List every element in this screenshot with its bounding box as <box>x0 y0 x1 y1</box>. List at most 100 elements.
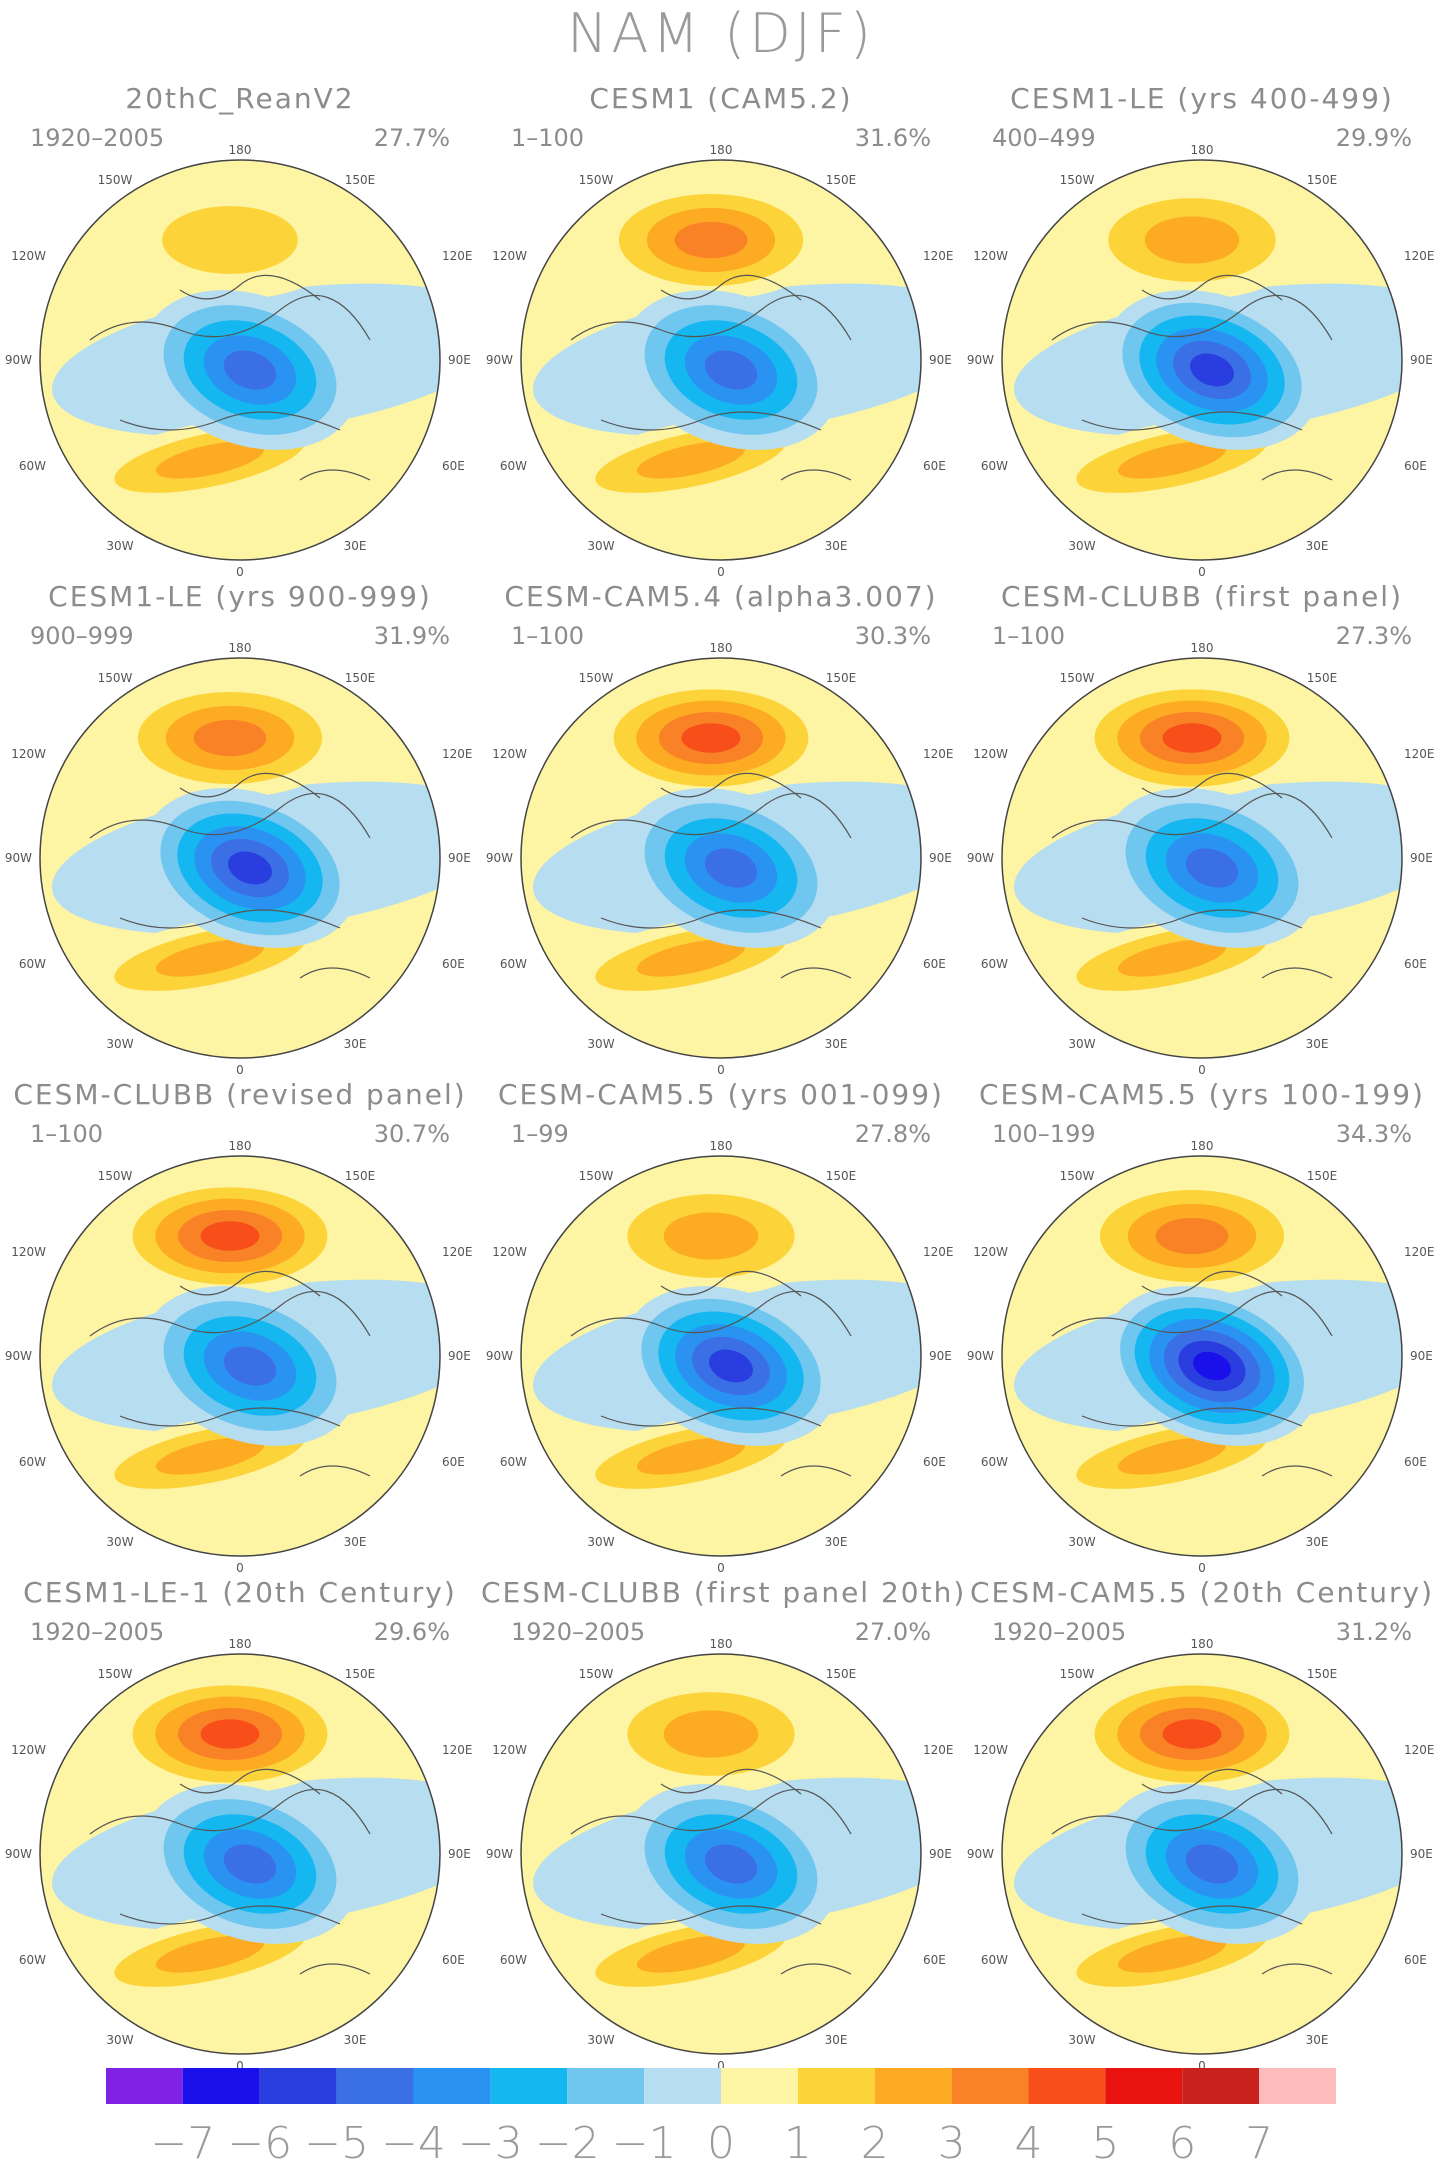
longitude-label: 90E <box>1410 851 1433 865</box>
panel-years: 1920–2005 <box>30 124 165 152</box>
longitude-label: 90E <box>929 1847 952 1861</box>
longitude-label: 30W <box>587 1535 614 1549</box>
longitude-label: 180 <box>1191 1637 1214 1651</box>
longitude-label: 150E <box>826 671 857 685</box>
colorbar-tick-label: −3 <box>457 2118 523 2169</box>
figure-title: NAM (DJF) <box>567 2 875 65</box>
longitude-label: 120W <box>973 1245 1008 1259</box>
map-panel: 180 150W 150E 120W 120E 90W 90E 60W 60E 30W 30E 0 CE… <box>0 1078 480 1578</box>
colorbar-tick-label: −5 <box>304 2118 370 2169</box>
longitude-label: 0 <box>236 2059 244 2073</box>
longitude-label: 150E <box>345 1667 376 1681</box>
panel-percent: 30.7% <box>373 1120 450 1148</box>
longitude-label: 120E <box>1404 249 1435 263</box>
longitude-label: 180 <box>1191 641 1214 655</box>
longitude-label: 150W <box>98 671 133 685</box>
map-panel: 180 150W 150E 120W 120E 90W 90E 60W 60E 30W 30E 0 CE… <box>962 1576 1442 2076</box>
longitude-label: 30E <box>1306 1037 1329 1051</box>
longitude-label: 60W <box>500 459 527 473</box>
longitude-label: 150E <box>1307 1667 1338 1681</box>
polar-map-icon: 180 150W 150E 120W 120E 90W 90E 60W 60E 30W 30E 0 <box>486 1139 954 1575</box>
panel-title: CESM1 (CAM5.2) <box>589 82 853 115</box>
polar-map-icon: 180 150W 150E 120W 120E 90W 90E 60W 60E 30W 30E 0 <box>5 143 473 579</box>
colorbar-tick-label: −2 <box>534 2118 600 2169</box>
longitude-label: 60W <box>500 957 527 971</box>
longitude-label: 150W <box>1060 671 1095 685</box>
longitude-label: 30E <box>344 539 367 553</box>
longitude-label: 30E <box>825 1535 848 1549</box>
longitude-label: 0 <box>717 1063 725 1077</box>
panel-percent: 31.9% <box>373 622 450 650</box>
colorbar-tick-label: 1 <box>783 2118 812 2169</box>
longitude-label: 30E <box>1306 2033 1329 2047</box>
colorbar-tick-label: −7 <box>150 2118 216 2169</box>
coastline-icon <box>89 1270 371 1477</box>
coastline-icon <box>89 274 371 481</box>
longitude-label: 150E <box>345 671 376 685</box>
longitude-label: 0 <box>1198 1561 1206 1575</box>
longitude-label: 30E <box>825 2033 848 2047</box>
longitude-label: 90W <box>967 353 994 367</box>
longitude-label: 90W <box>486 851 513 865</box>
panel-years: 1–99 <box>511 1120 569 1148</box>
polar-map-icon: 180 150W 150E 120W 120E 90W 90E 60W 60E 30W 30E 0 <box>5 641 473 1077</box>
panel-years: 1–100 <box>511 622 585 650</box>
panel-percent: 29.6% <box>373 1618 450 1646</box>
panel-percent: 27.0% <box>854 1618 931 1646</box>
longitude-label: 120E <box>1404 1743 1435 1757</box>
longitude-label: 90W <box>486 1847 513 1861</box>
longitude-label: 30E <box>344 2033 367 2047</box>
panel-percent: 27.7% <box>373 124 450 152</box>
longitude-label: 60E <box>923 1455 946 1469</box>
longitude-label: 120E <box>923 249 954 263</box>
longitude-label: 150W <box>98 173 133 187</box>
longitude-label: 0 <box>1198 1063 1206 1077</box>
longitude-label: 30E <box>825 1037 848 1051</box>
longitude-label: 60E <box>923 1953 946 1967</box>
coastline-icon <box>570 1270 852 1477</box>
panel-years: 100–199 <box>992 1120 1096 1148</box>
colorbar-segment <box>874 2068 952 2104</box>
panel-percent: 31.2% <box>1335 1618 1412 1646</box>
coastline-icon <box>1051 1270 1333 1477</box>
longitude-label: 60W <box>981 459 1008 473</box>
longitude-label: 60E <box>923 957 946 971</box>
colorbar-tick-label: −1 <box>611 2118 677 2169</box>
longitude-label: 120E <box>442 1743 473 1757</box>
panel-years: 1920–2005 <box>992 1618 1127 1646</box>
longitude-label: 180 <box>229 143 252 157</box>
longitude-label: 120W <box>973 249 1008 263</box>
panel-title: CESM-CLUBB (revised panel) <box>13 1078 467 1111</box>
longitude-label: 0 <box>236 1561 244 1575</box>
longitude-label: 90E <box>448 1349 471 1363</box>
longitude-label: 0 <box>1198 565 1206 579</box>
colorbar-segment <box>1182 2068 1260 2104</box>
longitude-label: 60E <box>1404 1455 1427 1469</box>
longitude-label: 0 <box>1198 2059 1206 2073</box>
colorbar-tick-label: 2 <box>860 2118 889 2169</box>
coastline-icon <box>570 1768 852 1975</box>
panel-years: 1920–2005 <box>30 1618 165 1646</box>
longitude-label: 30W <box>106 1535 133 1549</box>
coastline-icon <box>570 772 852 979</box>
panel-percent: 31.6% <box>854 124 931 152</box>
longitude-label: 90E <box>1410 1847 1433 1861</box>
panel-title: CESM-CAM5.5 (yrs 100-199) <box>979 1078 1425 1111</box>
longitude-label: 30W <box>587 2033 614 2047</box>
longitude-label: 60E <box>923 459 946 473</box>
colorbar-segment <box>413 2068 491 2104</box>
longitude-label: 0 <box>717 2059 725 2073</box>
longitude-label: 0 <box>236 565 244 579</box>
longitude-label: 120W <box>973 1743 1008 1757</box>
longitude-label: 90W <box>5 353 32 367</box>
longitude-label: 150W <box>579 173 614 187</box>
longitude-label: 150W <box>98 1667 133 1681</box>
longitude-label: 150W <box>1060 1667 1095 1681</box>
longitude-label: 180 <box>229 1139 252 1153</box>
longitude-label: 180 <box>1191 143 1214 157</box>
longitude-label: 150E <box>826 173 857 187</box>
longitude-label: 120E <box>923 1743 954 1757</box>
longitude-label: 90W <box>486 353 513 367</box>
panel-title: CESM1-LE (yrs 900-999) <box>48 580 432 613</box>
longitude-label: 90E <box>929 1349 952 1363</box>
